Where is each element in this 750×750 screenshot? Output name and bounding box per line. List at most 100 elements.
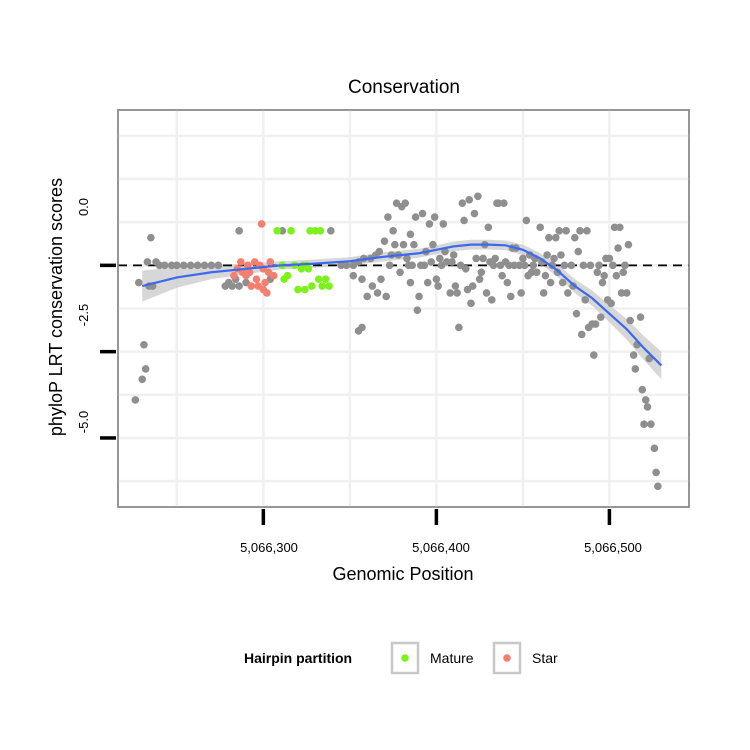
point-star-6 [245,268,254,277]
point-other-99 [472,254,480,263]
point-other-165 [591,320,600,328]
point-other-186 [629,351,638,359]
legend-point-mature [401,654,409,662]
point-mature-6 [294,285,302,294]
point-other-119 [506,292,515,301]
point-mature-17 [318,282,326,290]
legend: Hairpin partition Mature Star [244,641,558,675]
point-mature-0 [273,227,281,235]
point-other-25 [235,227,243,235]
point-other-183 [622,289,631,297]
point-other-100 [474,192,482,201]
point-mature-13 [307,282,316,290]
point-other-147 [558,278,567,287]
point-other-153 [571,233,579,242]
point-other-110 [491,254,500,263]
point-other-93 [461,265,470,273]
point-other-197 [652,468,660,477]
point-mature-18 [321,275,330,283]
x-axis: 5,066,300 5,066,400 5,066,500 [240,509,642,555]
point-other-184 [624,240,633,249]
point-other-105 [482,289,491,297]
point-other-101 [475,275,484,283]
point-other-59 [403,254,411,263]
point-other-11 [160,261,169,270]
series-other [131,192,662,491]
point-other-174 [607,299,615,308]
point-other-45 [377,275,385,283]
point-other-47 [382,292,390,301]
point-other-169 [598,278,607,287]
point-star-15 [263,289,271,297]
point-other-43 [373,289,382,297]
point-other-150 [564,289,572,297]
point-other-102 [477,268,486,277]
point-other-91 [458,199,467,208]
point-star-0 [230,271,238,280]
point-other-124 [517,289,525,297]
point-other-0 [131,396,140,404]
point-other-17 [200,261,209,270]
grid [118,110,689,507]
point-other-95 [465,195,474,204]
point-other-41 [368,282,377,290]
point-other-143 [551,233,560,242]
point-other-139 [545,233,553,242]
point-other-181 [619,268,628,277]
point-other-66 [413,306,422,315]
point-star-5 [243,261,252,270]
point-star-9 [252,275,261,283]
point-mature-16 [316,227,325,235]
point-other-84 [446,289,455,297]
point-other-88 [453,289,461,297]
point-other-61 [406,230,415,239]
point-other-58 [401,199,410,208]
point-other-189 [636,313,645,321]
point-other-65 [411,213,420,221]
point-other-103 [479,254,487,263]
point-other-10 [155,261,164,270]
point-other-74 [427,258,435,266]
point-other-29 [327,227,335,235]
point-other-13 [173,261,181,270]
point-other-162 [586,261,595,270]
point-star-14 [261,278,269,287]
point-star-17 [266,258,275,266]
point-other-77 [432,275,441,283]
point-other-115 [500,199,508,208]
point-other-63 [408,261,416,270]
point-star-12 [257,220,266,228]
point-other-48 [384,213,392,221]
point-other-196 [650,444,659,453]
point-other-24 [235,282,243,290]
point-other-148 [560,261,569,270]
point-other-145 [555,227,564,235]
point-other-16 [193,261,202,270]
point-other-112 [494,199,503,208]
point-other-106 [484,223,493,232]
point-other-92 [460,216,468,225]
point-other-191 [640,420,648,428]
plot-border [117,109,690,508]
point-other-79 [436,254,444,263]
point-other-158 [579,261,588,270]
point-other-72 [423,278,432,287]
point-other-14 [179,261,188,270]
point-other-5 [143,258,152,266]
point-star-2 [237,258,245,266]
point-other-109 [489,261,498,270]
point-other-195 [647,420,655,428]
y-tick-label-2: -5.0 [76,411,91,433]
y-axis-label: phyloP LRT conservation scores [46,178,66,436]
point-other-81 [439,220,448,228]
point-other-55 [396,268,404,277]
point-other-170 [600,271,609,280]
point-other-44 [375,247,384,256]
point-mature-9 [301,285,309,294]
point-mature-15 [314,275,323,283]
point-other-138 [543,251,551,259]
point-other-67 [415,292,423,301]
point-other-36 [358,323,366,332]
plot-panel [117,109,690,508]
